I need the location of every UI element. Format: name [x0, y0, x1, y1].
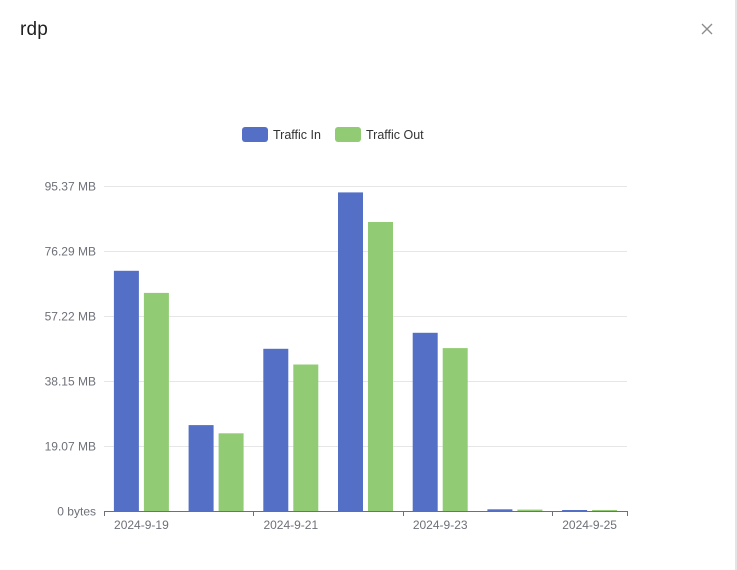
- legend-swatch: [335, 127, 361, 142]
- x-tick-label: 2024-9-19: [114, 518, 169, 532]
- y-tick-label: 95.37 MB: [45, 180, 96, 194]
- y-tick-label: 0 bytes: [57, 505, 96, 519]
- legend-swatch: [242, 127, 268, 142]
- legend-item-traffic-in[interactable]: Traffic In: [242, 127, 321, 142]
- x-tick-label: 2024-9-21: [263, 518, 318, 532]
- x-axis-labels: 2024-9-19 2024-9-21 2024-9-23 2024-9-25: [114, 518, 617, 532]
- bar-traffic-in[interactable]: [412, 332, 438, 511]
- bar-traffic-in[interactable]: [113, 270, 139, 511]
- y-tick-label: 38.15 MB: [45, 375, 96, 389]
- bar-traffic-out[interactable]: [293, 364, 319, 512]
- y-tick-label: 57.22 MB: [45, 310, 96, 324]
- grid-lines: [104, 186, 627, 447]
- close-icon[interactable]: [697, 19, 717, 39]
- legend-item-traffic-out[interactable]: Traffic Out: [335, 127, 424, 142]
- legend: Traffic In Traffic Out: [242, 127, 424, 142]
- x-axis: [104, 511, 628, 516]
- bar-traffic-in[interactable]: [188, 425, 214, 511]
- dialog-title: rdp: [20, 19, 49, 40]
- bar-traffic-out[interactable]: [442, 348, 468, 511]
- bars: [113, 192, 618, 512]
- bar-traffic-in[interactable]: [338, 192, 363, 511]
- bar-traffic-in[interactable]: [487, 509, 513, 511]
- x-tick-label: 2024-9-25: [562, 518, 617, 532]
- bar-traffic-in[interactable]: [263, 348, 289, 511]
- x-tick-label: 2024-9-23: [413, 518, 468, 532]
- bar-traffic-in[interactable]: [562, 510, 588, 511]
- bar-traffic-out[interactable]: [143, 292, 169, 511]
- y-axis-labels: 0 bytes 19.07 MB 38.15 MB 57.22 MB 76.29 MB 9…: [45, 180, 96, 519]
- y-tick-label: 19.07 MB: [45, 440, 96, 454]
- legend-label: Traffic In: [273, 128, 321, 142]
- bar-traffic-out[interactable]: [592, 510, 618, 511]
- bar-traffic-out[interactable]: [368, 222, 393, 511]
- bar-traffic-out[interactable]: [517, 509, 543, 511]
- y-tick-label: 76.29 MB: [45, 245, 96, 259]
- legend-label: Traffic Out: [366, 128, 424, 142]
- bar-traffic-out[interactable]: [218, 433, 244, 511]
